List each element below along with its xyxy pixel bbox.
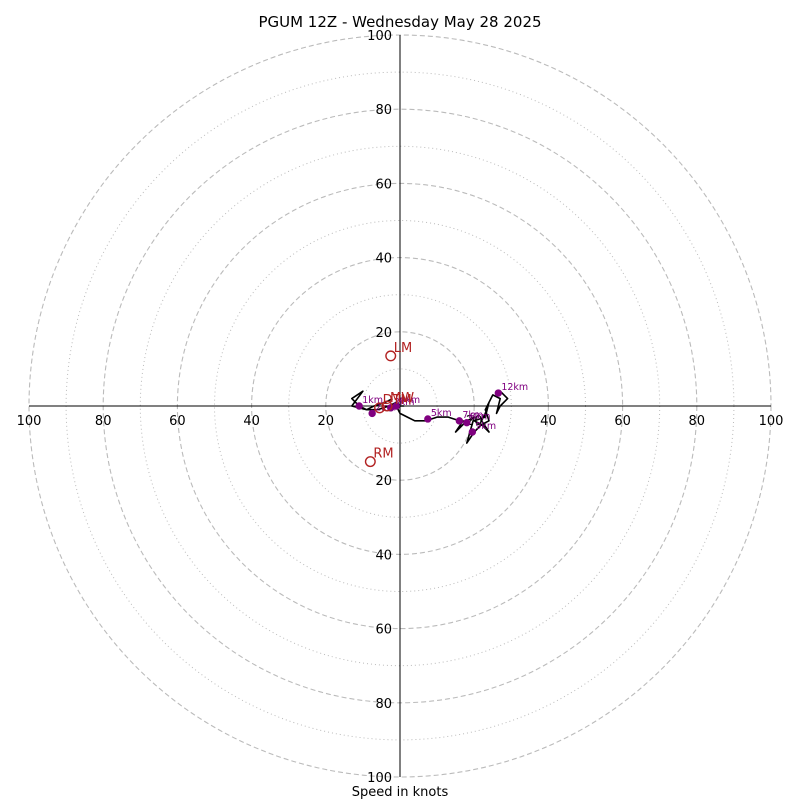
- height-label-3km: 3km: [394, 397, 415, 408]
- tick-label-left-60: 60: [169, 414, 186, 429]
- tick-label-bottom-100: 100: [367, 771, 392, 786]
- tick-label-bottom-40: 40: [375, 548, 392, 563]
- height-point-8km: [463, 418, 471, 427]
- height-label-4km: 4km: [399, 395, 420, 406]
- tick-label-top-60: 60: [375, 177, 392, 192]
- motion-label-RM: RM: [373, 447, 393, 462]
- tick-label-top-20: 20: [375, 326, 392, 341]
- motion-marker-RM: [364, 456, 376, 468]
- height-label-9km: 9km: [475, 421, 496, 432]
- motion-marker-MW: [381, 400, 393, 412]
- tick-label-left-100: 100: [17, 414, 42, 429]
- height-point-7km: [455, 417, 464, 425]
- tick-label-bottom-60: 60: [375, 623, 392, 638]
- tick-label-top-40: 40: [375, 252, 392, 267]
- motion-label-DTM: DTM: [383, 393, 412, 408]
- height-label-2km: 2km: [375, 402, 396, 413]
- motion-label-MW: MW: [390, 391, 414, 406]
- x-axis-label: Speed in knots: [352, 785, 449, 800]
- motion-marker-DTM: [374, 402, 386, 414]
- height-point-5km: [424, 415, 432, 423]
- height-point-9km: [468, 428, 477, 436]
- height-label-12km: 12km: [501, 382, 528, 393]
- tick-label-right-100: 100: [759, 414, 784, 429]
- tick-label-right-60: 60: [614, 414, 631, 429]
- motion-marker-LM: [385, 350, 397, 362]
- tick-label-left-40: 40: [243, 414, 260, 429]
- motion-label-LM: LM: [394, 341, 412, 356]
- height-label-7km: 7km: [462, 410, 483, 421]
- height-point-12km: [494, 389, 503, 397]
- height-label-5km: 5km: [431, 408, 452, 419]
- tick-label-bottom-80: 80: [375, 697, 392, 712]
- height-label-8km: 8km: [470, 412, 491, 423]
- tick-label-left-80: 80: [95, 414, 112, 429]
- tick-label-left-20: 20: [318, 414, 335, 429]
- tick-label-right-80: 80: [689, 414, 706, 429]
- chart-title: PGUM 12Z - Wednesday May 28 2025: [258, 13, 541, 31]
- height-point-1km: [355, 402, 363, 410]
- tick-label-right-40: 40: [540, 414, 557, 429]
- height-point-4km: [392, 402, 400, 410]
- height-point-2km: [368, 409, 376, 418]
- tick-label-top-100: 100: [367, 29, 392, 44]
- tick-label-top-80: 80: [375, 103, 392, 118]
- height-label-1km: 1km: [362, 395, 383, 406]
- tick-label-bottom-20: 20: [375, 474, 392, 489]
